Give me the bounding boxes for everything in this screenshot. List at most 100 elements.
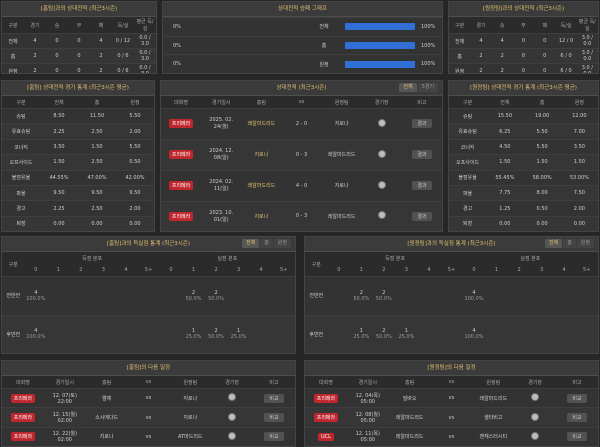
action-button[interactable]: 결과 [412,181,432,191]
cell: 55.45% [486,169,524,186]
competition-badge: 프리메라 [168,181,194,191]
table-body: 전반전 4 100.0% 2 50.0% 2 50.0% 후반전 4 100.0% 1 25.0% 2 5… [2,276,295,353]
cell [272,314,295,353]
sub-header: 2 [372,264,396,277]
table-head: 구분 득점 분포 실점 분포 0 1 2 3 4 5+ 0 1 2 3 4 5+ [305,252,598,277]
cell: 2.00 [116,123,154,140]
title-text: [홈팀]과의 상대전적 (최근3시즌) [40,6,118,12]
row: 코너킥 3.50 1.50 5.50 [2,138,154,155]
stats-table: 구분 경기 승 무 패 득/실 평균 득/실 전체 4 0 0 4 0 / 12 0.0 / 3.0 홈 2 0… [2,17,156,73]
tab[interactable]: 원정 [273,239,291,248]
stadium-icon[interactable] [377,149,386,158]
cell: 5.50 [523,138,561,155]
stadium-icon[interactable] [531,431,540,440]
stadium-icon[interactable] [377,211,386,220]
tab[interactable]: 전체 [544,239,563,248]
row: 퇴장 0.00 0.00 0.00 [449,215,598,231]
action-button[interactable]: 비교 [567,432,587,442]
cell: 9.50 [78,185,116,201]
sub-header: 4 [249,264,273,277]
action-button[interactable]: 비교 [264,432,284,442]
sub-header: 2 [507,264,531,277]
cell: 8.00 [523,185,561,201]
competition-badge: 프리메라 [313,393,339,403]
goal-table: 구분 득점 분포 실점 분포 0 1 2 3 4 5+ 0 1 2 3 4 5+ 전반전 4 100.0% 2 50.… [2,252,295,353]
action-button[interactable]: 결과 [412,211,432,221]
competition-badge: 프리메라 [168,119,194,129]
row: 코너킥 4.50 5.50 3.50 [449,138,598,155]
group-header: 득점 분포 [24,252,160,264]
tabs: 전체 홈 원정 [241,239,291,248]
action-button[interactable]: 비교 [264,393,284,403]
competition-badge: 프리메라 [10,432,36,442]
row: 전체 4 4 0 0 12 / 0 3.0 / 0.0 [449,33,598,49]
sub-header: 5+ [440,264,463,277]
count: 4 [472,289,476,296]
tab[interactable]: 원정 [576,239,594,248]
cell [514,387,557,408]
cell: 2.50 [78,200,116,217]
graph-row: 0% 홈 100% [163,35,442,55]
cell [69,276,93,316]
cell: 8.50 [40,107,78,124]
cell: 슈팅 [449,107,487,124]
stadium-icon[interactable] [531,393,540,402]
group-row: 구분 득점 분포 실점 분포 [2,252,295,277]
tab[interactable]: 5경기 [417,83,438,92]
row-label: 원정 [319,61,329,68]
cell: 4 [491,33,513,49]
tab[interactable]: 전체 [241,239,260,248]
row: 볼점유율 55.45% 58.00% 53.00% [449,169,598,186]
cell [361,169,402,202]
away-team: 지로나 [169,387,212,408]
panel: [원정팀]의 다음 일정 대회명 경기일시 홈팀 vs 원정팀 경기장 비고 프리메라 12. 0… [304,360,599,447]
stadium-icon[interactable] [377,118,386,127]
row: 프리메라 12. 15(월) 02:00 소시에다드 vs 지로나 비교 [2,407,295,428]
percent: 100.0% [464,295,484,302]
tab[interactable]: 홈 [260,239,273,248]
stadium-icon[interactable] [228,431,237,440]
column-header: 홈팀 [241,96,282,109]
cell [211,387,254,408]
cell: 경고 [2,200,40,217]
action-button[interactable]: 결과 [412,150,432,160]
count: 1 [191,328,196,335]
stadium-icon[interactable] [228,393,237,402]
row-label: 홈 [321,43,327,49]
cell [211,407,254,428]
action-button[interactable]: 결과 [412,119,432,129]
cell [507,314,531,353]
column-header: 승 [46,17,68,34]
action-button[interactable]: 비교 [567,393,587,403]
cell: 2 50.0% [182,276,205,316]
sub-row: 0 1 2 3 4 5+ 0 1 2 3 4 5+ [2,264,295,277]
date: 2024. 12. 08(일) [201,138,242,171]
cell [327,276,351,316]
tab[interactable]: 홈 [563,239,576,248]
column-header: 대회명 [2,376,44,389]
header-row: 구분 전체 홈 원정 [449,96,598,109]
home-team: 지로나 [85,426,128,446]
stadium-icon[interactable] [228,412,237,421]
stadium-icon[interactable] [377,180,386,189]
action-button[interactable]: 비교 [567,413,587,423]
cell: 1 25.0% [227,314,250,353]
cell: 0 [68,63,90,73]
score: vs [430,387,473,408]
away-team: 레알마드리드 [321,200,362,231]
home-team: 소시에다드 [85,407,128,428]
row: 슈팅 8.50 11.50 5.50 [2,107,154,124]
sub-header: 5+ [272,264,295,277]
stadium-icon[interactable] [531,412,540,421]
cell [249,276,273,316]
cell: 0 [46,48,68,64]
row-label: 후반전 [2,314,25,353]
cell: 3.0 / 0.0 [576,48,598,64]
cell: 47.00% [78,169,116,186]
table-body: 전반전 2 50.0% 2 50.0% 4 100.0% 후반전 1 25.0% 2 50.0% 1 25… [305,276,598,353]
title-text: [홈팀]과의 득실점 통계 (최근3시즌) [106,241,191,247]
tab[interactable]: 전체 [399,83,417,92]
cell: 6 / 0 [555,48,577,64]
action-button[interactable]: 비교 [264,413,284,423]
